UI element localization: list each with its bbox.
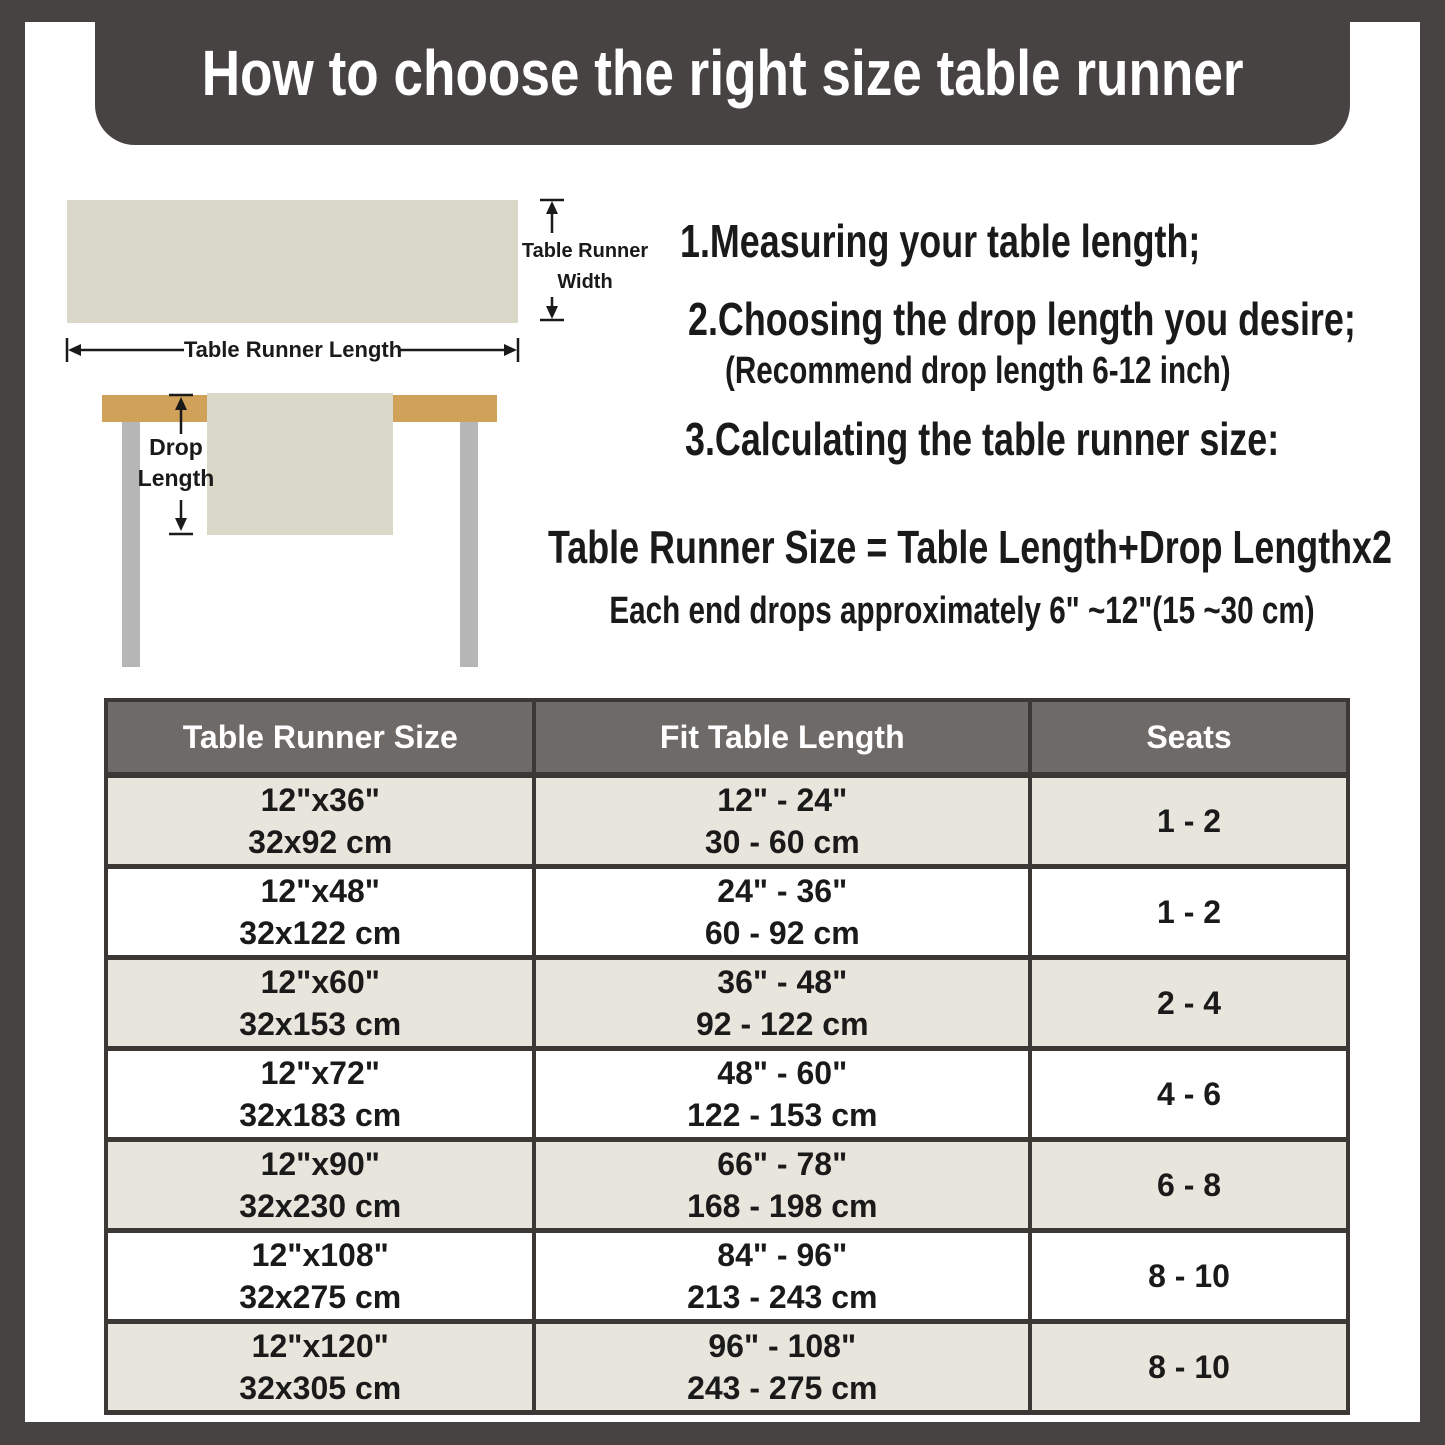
fit-cm: 213 - 243 cm: [687, 1279, 878, 1315]
size-inches: 12"x48": [260, 873, 380, 909]
cell-fit-length: 36" - 48" 92 - 122 cm: [532, 955, 1033, 1051]
size-inches: 12"x60": [260, 964, 380, 1000]
cell-runner-size: 12"x60" 32x153 cm: [103, 955, 537, 1051]
fit-cm: 60 - 92 cm: [704, 915, 860, 951]
cell-fit-length: 84" - 96" 213 - 243 cm: [532, 1228, 1033, 1324]
size-formula-note: Each end drops approximately 6" ~12"(15 …: [609, 590, 1315, 632]
fit-inches: 96" - 108": [708, 1328, 857, 1364]
size-formula: Table Runner Size = Table Length+Drop Le…: [548, 521, 1392, 573]
cell-runner-size: 12"x36" 32x92 cm: [103, 772, 537, 869]
step-2-note: (Recommend drop length 6-12 inch): [725, 350, 1231, 392]
size-chart-table: Table Runner Size Fit Table Length Seats…: [103, 698, 1350, 1415]
size-inches: 12"x120": [251, 1328, 389, 1364]
size-cm: 32x183 cm: [239, 1097, 402, 1133]
fit-cm: 243 - 275 cm: [687, 1370, 878, 1406]
frame-left: [0, 0, 25, 1445]
cell-seats: 8 - 10: [1028, 1228, 1350, 1324]
size-cm: 32x122 cm: [239, 915, 402, 951]
fit-cm: 92 - 122 cm: [695, 1006, 869, 1042]
fit-cm: 30 - 60 cm: [704, 824, 860, 860]
size-cm: 32x230 cm: [239, 1188, 402, 1224]
table-row: 12"x72" 32x183 cm 48" - 60" 122 - 153 cm…: [103, 1046, 1350, 1142]
drop-label-line2: Length: [137, 465, 215, 491]
cell-seats: 1 - 2: [1028, 772, 1350, 869]
width-dimension-label: Table Runner Width: [522, 236, 648, 298]
header-fit-length: Fit Table Length: [532, 698, 1033, 778]
frame-bottom: [0, 1422, 1445, 1445]
table-row: 12"x90" 32x230 cm 66" - 78" 168 - 198 cm…: [103, 1137, 1350, 1233]
table-leg-right: [460, 422, 478, 667]
table-row: 12"x108" 32x275 cm 84" - 96" 213 - 243 c…: [103, 1228, 1350, 1324]
width-label-line2: Width: [557, 271, 613, 293]
cell-fit-length: 24" - 36" 60 - 92 cm: [532, 864, 1033, 960]
drop-dimension-label: Drop Length: [138, 432, 215, 494]
width-label-line1: Table Runner: [521, 240, 649, 262]
cell-seats: 4 - 6: [1028, 1046, 1350, 1142]
fit-inches: 24" - 36": [717, 873, 848, 909]
title-banner: How to choose the right size table runne…: [95, 0, 1350, 145]
cell-runner-size: 12"x72" 32x183 cm: [103, 1046, 537, 1142]
cell-fit-length: 48" - 60" 122 - 153 cm: [532, 1046, 1033, 1142]
size-cm: 32x275 cm: [239, 1279, 402, 1315]
cell-seats: 2 - 4: [1028, 955, 1350, 1051]
page-title: How to choose the right size table runne…: [201, 36, 1244, 109]
width-dimension-arrow: [540, 198, 564, 322]
size-inches: 12"x90": [260, 1146, 380, 1182]
cell-runner-size: 12"x120" 32x305 cm: [103, 1319, 537, 1415]
size-inches: 12"x72": [260, 1055, 380, 1091]
size-cm: 32x305 cm: [239, 1370, 402, 1406]
table-row: 12"x120" 32x305 cm 96" - 108" 243 - 275 …: [103, 1319, 1350, 1415]
table-header-row: Table Runner Size Fit Table Length Seats: [103, 698, 1350, 778]
fit-inches: 36" - 48": [717, 964, 848, 1000]
length-dimension-label: Table Runner Length: [183, 337, 403, 362]
cell-runner-size: 12"x48" 32x122 cm: [103, 864, 537, 960]
fit-inches: 84" - 96": [717, 1237, 848, 1273]
header-seats: Seats: [1028, 698, 1350, 778]
fit-cm: 168 - 198 cm: [687, 1188, 878, 1224]
step-1: 1.Measuring your table length;: [680, 215, 1201, 267]
cell-fit-length: 96" - 108" 243 - 275 cm: [532, 1319, 1033, 1415]
length-dimension-arrow: [65, 338, 520, 362]
measurement-diagram: [65, 198, 564, 667]
size-inches: 12"x36": [260, 782, 380, 818]
table-leg-left: [122, 422, 140, 667]
header-runner-size: Table Runner Size: [103, 698, 537, 778]
step-2: 2.Choosing the drop length you desire;: [688, 293, 1356, 345]
cell-runner-size: 12"x108" 32x275 cm: [103, 1228, 537, 1324]
table-row: 12"x60" 32x153 cm 36" - 48" 92 - 122 cm …: [103, 955, 1350, 1051]
runner-drape-rect: [207, 393, 393, 535]
cell-seats: 8 - 10: [1028, 1319, 1350, 1415]
table-row: 12"x36" 32x92 cm 12" - 24" 30 - 60 cm 1 …: [103, 772, 1350, 869]
size-inches: 12"x108": [251, 1237, 389, 1273]
cell-fit-length: 66" - 78" 168 - 198 cm: [532, 1137, 1033, 1233]
table-row: 12"x48" 32x122 cm 24" - 36" 60 - 92 cm 1…: [103, 864, 1350, 960]
drop-label-line1: Drop: [149, 434, 203, 460]
fit-inches: 12" - 24": [717, 782, 848, 818]
fit-inches: 48" - 60": [717, 1055, 848, 1091]
fit-cm: 122 - 153 cm: [687, 1097, 878, 1133]
runner-top-view-rect: [67, 200, 518, 323]
cell-runner-size: 12"x90" 32x230 cm: [103, 1137, 537, 1233]
cell-seats: 1 - 2: [1028, 864, 1350, 960]
frame-right: [1420, 0, 1445, 1445]
cell-seats: 6 - 8: [1028, 1137, 1350, 1233]
size-cm: 32x92 cm: [248, 824, 393, 860]
drop-dimension-arrow: [169, 393, 193, 536]
cell-fit-length: 12" - 24" 30 - 60 cm: [532, 772, 1033, 869]
fit-inches: 66" - 78": [717, 1146, 848, 1182]
size-cm: 32x153 cm: [239, 1006, 402, 1042]
step-3: 3.Calculating the table runner size:: [685, 413, 1280, 465]
